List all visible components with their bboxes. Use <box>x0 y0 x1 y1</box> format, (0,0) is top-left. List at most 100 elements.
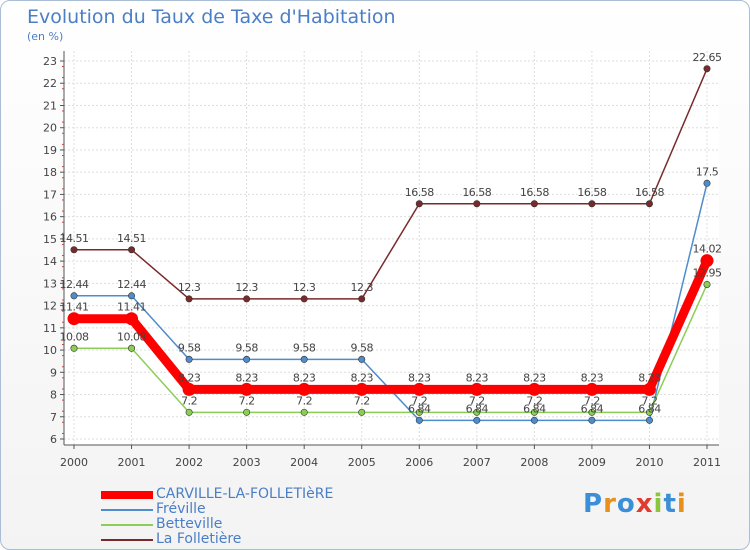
data-point-betteville <box>645 408 653 416</box>
data-point-freville <box>358 355 366 363</box>
x-tick-label: 2010 <box>635 456 663 469</box>
data-point-carville <box>240 382 254 396</box>
legend-label-la-folletiere: La Folletière <box>156 531 242 547</box>
data-label-freville: 6.84 <box>638 402 661 415</box>
data-label-freville: 9.58 <box>178 341 201 354</box>
data-point-betteville <box>185 408 193 416</box>
y-tick-label: 19 <box>43 144 57 157</box>
y-tick-label: 23 <box>43 55 57 68</box>
x-tick-label: 2007 <box>463 456 491 469</box>
y-tick-label: 18 <box>43 166 57 179</box>
data-label-carville: 11.41 <box>60 301 89 314</box>
series-line-la-folletiere <box>73 68 708 300</box>
x-tick-label: 2005 <box>348 456 376 469</box>
data-label-betteville: 7.2 <box>641 394 657 407</box>
data-label-carville: 8.23 <box>350 371 373 384</box>
data-label-la-folletiere: 12.3 <box>235 281 258 294</box>
legend-swatch-betteville <box>101 524 153 526</box>
data-label-carville: 8.23 <box>178 371 201 384</box>
data-label-betteville: 10.08 <box>117 330 146 343</box>
data-label-la-folletiere: 12.3 <box>293 281 316 294</box>
logo-letter: t <box>663 489 677 519</box>
data-label-carville: 8.23 <box>235 371 258 384</box>
data-point-la-folletiere <box>645 200 653 208</box>
data-label-la-folletiere: 22.65 <box>693 51 722 64</box>
data-label-freville: 6.84 <box>581 402 604 415</box>
data-point-la-folletiere <box>530 200 538 208</box>
y-tick-label: 12 <box>43 300 57 313</box>
data-point-carville <box>125 312 139 326</box>
y-tick-label: 21 <box>43 99 57 112</box>
data-point-freville <box>703 179 711 187</box>
data-point-freville <box>415 416 423 424</box>
data-label-carville: 8.23 <box>638 371 661 384</box>
data-point-betteville <box>415 408 423 416</box>
data-point-betteville <box>70 344 78 352</box>
y-tick-label: 7 <box>50 411 57 424</box>
data-label-carville: 8.23 <box>581 371 604 384</box>
data-label-betteville: 12.95 <box>693 266 722 279</box>
data-label-la-folletiere: 16.58 <box>520 186 549 199</box>
y-tick-label: 17 <box>43 188 57 201</box>
logo-letter: i <box>676 489 687 519</box>
data-point-freville <box>185 355 193 363</box>
data-point-carville <box>700 254 714 268</box>
data-point-la-folletiere <box>243 295 251 303</box>
data-point-betteville <box>358 408 366 416</box>
data-point-la-folletiere <box>358 295 366 303</box>
data-label-freville: 12.44 <box>117 278 146 291</box>
y-tick-label: 9 <box>50 366 57 379</box>
data-label-carville: 8.23 <box>466 371 489 384</box>
data-label-carville: 8.23 <box>293 371 316 384</box>
data-point-freville <box>473 416 481 424</box>
data-label-carville: 8.23 <box>408 371 431 384</box>
legend-swatch-carville <box>101 491 153 499</box>
x-tick-label: 2001 <box>118 456 146 469</box>
data-label-freville: 6.84 <box>408 402 431 415</box>
y-tick-label: 14 <box>43 255 57 268</box>
logo-letter: i <box>653 489 664 519</box>
chart-unit-label: (en %) <box>27 30 64 43</box>
data-label-la-folletiere: 16.58 <box>577 186 606 199</box>
data-label-freville: 9.58 <box>350 341 373 354</box>
data-label-freville: 6.84 <box>523 402 546 415</box>
y-tick-label: 16 <box>43 211 57 224</box>
data-point-betteville <box>588 408 596 416</box>
logo-letter: P <box>583 489 604 519</box>
data-label-freville: 17.5 <box>696 165 719 178</box>
data-label-carville: 8.23 <box>523 371 546 384</box>
data-label-freville: 9.58 <box>235 341 258 354</box>
data-label-carville: 11.41 <box>117 301 146 314</box>
x-tick-label: 2008 <box>520 456 548 469</box>
data-label-la-folletiere: 16.58 <box>635 186 664 199</box>
series-line-carville <box>69 256 712 394</box>
data-label-betteville: 7.2 <box>296 394 312 407</box>
data-point-freville <box>128 292 136 300</box>
y-tick-label: 13 <box>43 277 57 290</box>
y-tick-label: 15 <box>43 233 57 246</box>
x-tick-label: 2000 <box>60 456 88 469</box>
logo-letter: x <box>635 489 654 519</box>
data-label-freville: 12.44 <box>60 278 89 291</box>
x-tick-label: 2003 <box>233 456 261 469</box>
data-point-betteville <box>530 408 538 416</box>
y-tick-label: 11 <box>43 322 57 335</box>
y-tick-label: 10 <box>43 344 57 357</box>
plot-area <box>64 51 719 445</box>
data-point-betteville <box>300 408 308 416</box>
data-point-carville <box>527 382 541 396</box>
y-tick-label: 22 <box>43 77 57 90</box>
data-point-carville <box>585 382 599 396</box>
data-point-freville <box>300 355 308 363</box>
chart-title: Evolution du Taux de Taxe d'Habitation <box>27 6 396 28</box>
y-tick-label: 8 <box>50 389 57 402</box>
series-line-betteville <box>73 283 708 414</box>
data-label-freville: 9.58 <box>293 341 316 354</box>
data-point-carville <box>642 382 656 396</box>
legend-swatch-la-folletiere <box>101 539 153 541</box>
data-label-carville: 14.02 <box>693 243 722 256</box>
data-label-betteville: 10.08 <box>60 330 89 343</box>
data-point-freville <box>588 416 596 424</box>
data-label-betteville: 7.2 <box>239 394 255 407</box>
data-label-la-folletiere: 16.58 <box>462 186 491 199</box>
